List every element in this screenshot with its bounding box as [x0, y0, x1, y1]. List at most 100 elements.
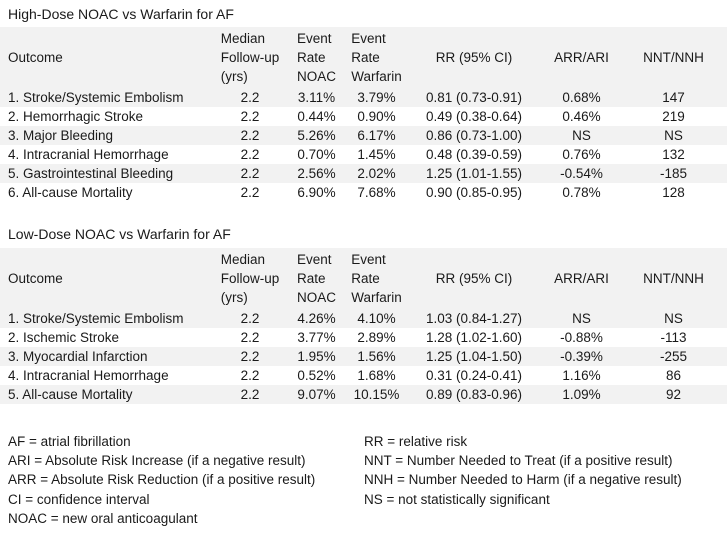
- table-row: 5. Gastrointestinal Bleeding 2.2 2.56% 2…: [0, 164, 727, 183]
- table-row: 1. Stroke/Systemic Embolism 2.2 3.11% 3.…: [0, 88, 727, 107]
- median-followup-cell: 2.2: [240, 109, 260, 124]
- arr-ari-cell: -0.88%: [560, 330, 603, 345]
- table-row: 6. All-cause Mortality 2.2 6.90% 7.68% 0…: [0, 183, 727, 202]
- event-rate-noac-cell: 9.07%: [297, 387, 336, 402]
- event-rate-warfarin-cell: 1.56%: [357, 349, 396, 364]
- event-rate-warfarin-cell: 0.90%: [357, 109, 396, 124]
- footnote-line: NOAC = new oral anticoagulant: [8, 510, 198, 526]
- event-rate-noac-cell: 0.70%: [297, 147, 336, 162]
- event-rate-warfarin-cell: 4.10%: [357, 311, 396, 326]
- rr-ci-cell: 1.25 (1.01-1.55): [425, 166, 523, 181]
- table-row: 3. Major Bleeding 2.2 5.26% 6.17% 0.86 (…: [0, 126, 727, 145]
- median-followup-cell: 2.2: [240, 147, 260, 162]
- legend-left-column: AF = atrial fibrillation ARI = Absolute …: [8, 432, 364, 528]
- column-header-nnt-nnh: NNT/NNH: [643, 50, 704, 65]
- outcome-cell: 2. Ischemic Stroke: [8, 330, 120, 345]
- footnote-line: RR = relative risk: [364, 434, 468, 449]
- event-rate-noac-cell: 5.26%: [297, 128, 336, 143]
- event-rate-warfarin-cell: 2.89%: [357, 330, 396, 345]
- abbreviation-legend: AF = atrial fibrillation ARI = Absolute …: [0, 432, 727, 528]
- median-followup-cell: 2.2: [240, 90, 260, 105]
- event-rate-warfarin-cell: 6.17%: [357, 128, 396, 143]
- nnt-nnh-cell: -113: [660, 330, 687, 345]
- column-header-event-rate-warfarin: Event Rate Warfarin: [351, 31, 402, 84]
- event-rate-warfarin-cell: 7.68%: [357, 185, 396, 200]
- event-rate-noac-cell: 4.26%: [297, 311, 336, 326]
- table-row: 4. Intracranial Hemorrhage 2.2 0.70% 1.4…: [0, 145, 727, 164]
- event-rate-noac-cell: 1.95%: [297, 349, 336, 364]
- rr-ci-cell: 0.31 (0.24-0.41): [425, 368, 523, 383]
- column-header-median-followup: Median Follow-up (yrs): [220, 31, 280, 84]
- arr-ari-cell: -0.54%: [560, 166, 603, 181]
- outcome-cell: 6. All-cause Mortality: [8, 185, 133, 200]
- arr-ari-cell: 1.16%: [562, 368, 601, 383]
- event-rate-warfarin-cell: 2.02%: [357, 166, 396, 181]
- table-row: 3. Myocardial Infarction 2.2 1.95% 1.56%…: [0, 347, 727, 366]
- nnt-nnh-cell: 86: [665, 368, 682, 383]
- arr-ari-cell: 0.46%: [562, 109, 601, 124]
- outcome-cell: 5. Gastrointestinal Bleeding: [8, 166, 174, 181]
- nnt-nnh-cell: 92: [665, 387, 682, 402]
- table-row: 1. Stroke/Systemic Embolism 2.2 4.26% 4.…: [0, 309, 727, 328]
- outcome-cell: 5. All-cause Mortality: [8, 387, 133, 402]
- column-header-nnt-nnh: NNT/NNH: [643, 271, 704, 286]
- nnt-nnh-cell: 132: [662, 147, 685, 162]
- high-dose-table-title: High-Dose NOAC vs Warfarin for AF: [8, 6, 234, 22]
- outcome-cell: 1. Stroke/Systemic Embolism: [8, 311, 184, 326]
- nnt-nnh-cell: 219: [662, 109, 685, 124]
- outcome-cell: 3. Myocardial Infarction: [8, 349, 148, 364]
- rr-ci-cell: 0.81 (0.73-0.91): [425, 90, 523, 105]
- outcome-cell: 4. Intracranial Hemorrhage: [8, 368, 169, 383]
- event-rate-warfarin-cell: 3.79%: [357, 90, 396, 105]
- table-row: 5. All-cause Mortality 2.2 9.07% 10.15% …: [0, 385, 727, 404]
- rr-ci-cell: 0.49 (0.38-0.64): [425, 109, 523, 124]
- event-rate-noac-cell: 0.52%: [297, 368, 336, 383]
- rr-ci-cell: 1.03 (0.84-1.27): [425, 311, 523, 326]
- median-followup-cell: 2.2: [240, 330, 260, 345]
- column-header-event-rate-noac: Event Rate NOAC: [296, 31, 336, 84]
- median-followup-cell: 2.2: [240, 311, 260, 326]
- median-followup-cell: 2.2: [240, 166, 260, 181]
- arr-ari-cell: -0.39%: [560, 349, 603, 364]
- nnt-nnh-cell: 147: [662, 90, 685, 105]
- footnote-line: CI = confidence interval: [8, 491, 150, 507]
- column-header-rr-ci: RR (95% CI): [435, 271, 513, 286]
- median-followup-cell: 2.2: [240, 185, 260, 200]
- column-header-event-rate-warfarin: Event Rate Warfarin: [351, 252, 402, 305]
- footnote-line: ARI = Absolute Risk Increase (if a negat…: [8, 453, 306, 469]
- median-followup-cell: 2.2: [240, 349, 260, 364]
- header-row: Outcome Median Follow-up (yrs) Event Rat…: [0, 248, 727, 309]
- arr-ari-cell: 0.76%: [562, 147, 601, 162]
- event-rate-noac-cell: 2.56%: [297, 166, 336, 181]
- rr-ci-cell: 0.90 (0.85-0.95): [425, 185, 523, 200]
- nnt-nnh-cell: NS: [664, 311, 683, 326]
- high-dose-table: Outcome Median Follow-up (yrs) Event Rat…: [0, 27, 727, 202]
- event-rate-noac-cell: 3.77%: [297, 330, 336, 345]
- column-header-event-rate-noac: Event Rate NOAC: [296, 252, 336, 305]
- outcome-cell: 4. Intracranial Hemorrhage: [8, 147, 169, 162]
- median-followup-cell: 2.2: [240, 368, 260, 383]
- column-header-outcome: Outcome: [8, 50, 63, 65]
- event-rate-noac-cell: 0.44%: [297, 109, 336, 124]
- rr-ci-cell: 1.28 (1.02-1.60): [425, 330, 523, 345]
- event-rate-warfarin-cell: 10.15%: [353, 387, 400, 402]
- footnote-line: NNT = Number Needed to Treat (if a posit…: [364, 453, 673, 469]
- arr-ari-cell: NS: [572, 311, 591, 326]
- header-row: Outcome Median Follow-up (yrs) Event Rat…: [0, 27, 727, 88]
- low-dose-table: Outcome Median Follow-up (yrs) Event Rat…: [0, 248, 727, 404]
- event-rate-noac-cell: 3.11%: [297, 90, 336, 105]
- column-header-arr-ari: ARR/ARI: [554, 271, 609, 286]
- outcome-cell: 3. Major Bleeding: [8, 128, 114, 143]
- arr-ari-cell: 1.09%: [562, 387, 601, 402]
- column-header-arr-ari: ARR/ARI: [554, 50, 609, 65]
- event-rate-warfarin-cell: 1.45%: [357, 147, 396, 162]
- low-dose-table-title: Low-Dose NOAC vs Warfarin for AF: [8, 226, 231, 242]
- column-header-outcome: Outcome: [8, 271, 63, 286]
- footnote-line: NNH = Number Needed to Harm (if a negati…: [364, 472, 682, 488]
- rr-ci-cell: 1.25 (1.04-1.50): [425, 349, 523, 364]
- median-followup-cell: 2.2: [240, 387, 260, 402]
- nnt-nnh-cell: -185: [659, 166, 688, 181]
- legend-right-column: RR = relative risk NNT = Number Needed t…: [364, 432, 727, 528]
- table-row: 2. Ischemic Stroke 2.2 3.77% 2.89% 1.28 …: [0, 328, 727, 347]
- arr-ari-cell: 0.78%: [562, 185, 601, 200]
